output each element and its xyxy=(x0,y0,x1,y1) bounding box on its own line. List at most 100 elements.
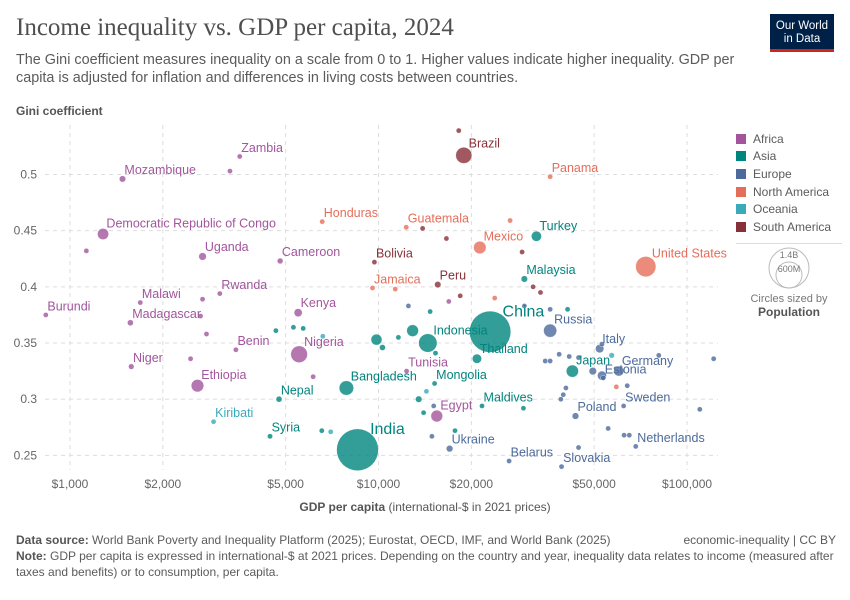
data-point[interactable] xyxy=(227,168,233,174)
data-point[interactable] xyxy=(267,433,273,440)
data-point[interactable] xyxy=(519,249,525,255)
data-point[interactable] xyxy=(395,334,402,341)
data-point[interactable] xyxy=(290,324,297,331)
data-point[interactable] xyxy=(420,409,427,416)
data-point[interactable] xyxy=(319,427,325,434)
data-point[interactable] xyxy=(479,403,485,409)
data-point[interactable] xyxy=(405,303,412,309)
data-point[interactable] xyxy=(203,331,210,337)
data-point[interactable] xyxy=(506,458,512,464)
data-point[interactable] xyxy=(430,403,437,409)
data-point[interactable] xyxy=(432,350,439,356)
data-point[interactable] xyxy=(327,428,334,435)
data-point[interactable] xyxy=(599,341,605,347)
data-point[interactable] xyxy=(452,427,458,434)
data-point[interactable] xyxy=(530,284,536,290)
data-point[interactable] xyxy=(418,333,438,353)
data-point[interactable] xyxy=(710,355,717,362)
data-point[interactable] xyxy=(403,368,410,374)
data-point[interactable] xyxy=(613,365,625,377)
data-point[interactable] xyxy=(531,230,542,242)
data-point[interactable] xyxy=(520,275,528,283)
data-point[interactable] xyxy=(300,325,306,332)
data-point[interactable] xyxy=(520,405,527,411)
data-point[interactable] xyxy=(473,241,487,254)
data-point[interactable] xyxy=(128,363,135,370)
data-point[interactable] xyxy=(588,367,597,376)
data-point[interactable] xyxy=(392,286,399,292)
data-point[interactable] xyxy=(600,375,607,381)
data-point[interactable] xyxy=(43,312,49,318)
data-point[interactable] xyxy=(83,248,90,254)
data-point[interactable] xyxy=(455,127,462,134)
legend-item[interactable]: North America xyxy=(736,183,831,201)
data-point[interactable] xyxy=(379,344,386,351)
data-point[interactable] xyxy=(434,281,442,288)
data-point[interactable] xyxy=(547,358,553,364)
data-point[interactable] xyxy=(97,228,109,240)
data-point[interactable] xyxy=(620,403,627,409)
data-point[interactable] xyxy=(320,333,326,340)
data-point[interactable] xyxy=(406,324,419,337)
data-point[interactable] xyxy=(521,303,528,309)
data-point[interactable] xyxy=(336,428,379,471)
data-point[interactable] xyxy=(190,379,204,393)
data-point[interactable] xyxy=(575,354,582,361)
data-point[interactable] xyxy=(127,319,134,327)
data-point[interactable] xyxy=(310,373,316,380)
data-point[interactable] xyxy=(547,306,553,313)
owid-logo[interactable]: Our World in Data xyxy=(770,14,834,52)
data-point[interactable] xyxy=(338,380,354,396)
data-point[interactable] xyxy=(415,395,423,403)
data-point[interactable] xyxy=(443,235,450,242)
data-point[interactable] xyxy=(626,432,633,438)
data-point[interactable] xyxy=(560,391,567,398)
data-point[interactable] xyxy=(427,308,433,315)
data-point[interactable] xyxy=(571,412,580,420)
legend-item[interactable]: Asia xyxy=(736,148,831,166)
data-point[interactable] xyxy=(423,388,430,395)
data-point[interactable] xyxy=(558,463,565,470)
data-point[interactable] xyxy=(199,296,206,302)
data-point[interactable] xyxy=(446,445,454,453)
data-point[interactable] xyxy=(293,308,303,317)
data-point[interactable] xyxy=(632,443,639,450)
data-point[interactable] xyxy=(403,224,410,231)
legend-item[interactable]: South America xyxy=(736,218,831,236)
data-point[interactable] xyxy=(507,217,513,224)
data-point[interactable] xyxy=(457,293,464,299)
data-point[interactable] xyxy=(537,289,544,296)
legend-item[interactable]: Europe xyxy=(736,165,831,183)
data-point[interactable] xyxy=(558,396,564,403)
data-point[interactable] xyxy=(371,259,378,265)
data-point[interactable] xyxy=(429,433,435,440)
data-point[interactable] xyxy=(217,290,223,297)
data-point[interactable] xyxy=(197,313,204,319)
data-point[interactable] xyxy=(635,256,657,277)
data-point[interactable] xyxy=(273,327,279,334)
data-point[interactable] xyxy=(119,175,126,183)
data-point[interactable] xyxy=(547,173,553,180)
legend-item[interactable]: Africa xyxy=(736,130,831,148)
data-point[interactable] xyxy=(575,444,582,451)
data-point[interactable] xyxy=(566,353,572,360)
data-point[interactable] xyxy=(446,298,452,305)
data-point[interactable] xyxy=(455,147,473,164)
data-point[interactable] xyxy=(542,358,549,364)
data-point[interactable] xyxy=(419,225,426,232)
data-point[interactable] xyxy=(608,352,615,359)
data-point[interactable] xyxy=(543,323,557,338)
data-point[interactable] xyxy=(137,299,144,306)
legend-item[interactable]: Oceania xyxy=(736,200,831,218)
data-point[interactable] xyxy=(431,380,438,387)
data-point[interactable] xyxy=(472,353,482,364)
data-point[interactable] xyxy=(624,382,631,389)
data-point[interactable] xyxy=(277,257,284,265)
data-point[interactable] xyxy=(469,310,512,353)
data-point[interactable] xyxy=(275,395,283,403)
data-point[interactable] xyxy=(236,153,243,160)
data-point[interactable] xyxy=(564,306,571,313)
data-point[interactable] xyxy=(198,252,207,261)
data-point[interactable] xyxy=(613,384,620,390)
data-point[interactable] xyxy=(556,351,562,358)
